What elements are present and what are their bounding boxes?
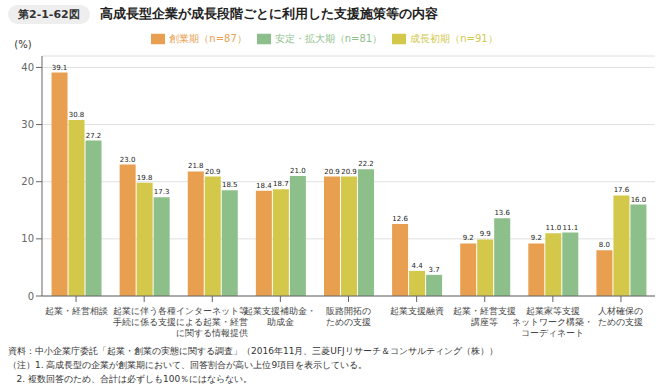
svg-text:起業・経営相談: 起業・経営相談 <box>45 306 108 316</box>
html-text:安定・拡大期（n=81）: 安定・拡大期（n=81） <box>274 33 383 44</box>
svg-text:8.0: 8.0 <box>599 241 610 249</box>
svg-text:20.9: 20.9 <box>205 168 221 176</box>
svg-text:起業・経営支援講座等: 起業・経営支援講座等 <box>453 306 516 327</box>
svg-text:9.2: 9.2 <box>531 234 542 242</box>
svg-text:起業に伴う各種手続に係る支援: 起業に伴う各種手続に係る支援 <box>113 306 176 327</box>
svg-text:17.3: 17.3 <box>154 188 170 196</box>
svg-text:3.7: 3.7 <box>429 266 440 274</box>
svg-text:23.0: 23.0 <box>120 156 136 164</box>
svg-text:39.1: 39.1 <box>52 64 68 72</box>
svg-text:インターネット等による起業・経営に関する情報提供: インターネット等による起業・経営に関する情報提供 <box>176 306 248 338</box>
svg-text:30.8: 30.8 <box>69 111 85 119</box>
svg-text:起業支援補助金・助成金: 起業支援補助金・助成金 <box>244 306 316 327</box>
svg-text:11.0: 11.0 <box>546 224 562 232</box>
svg-text:18.5: 18.5 <box>222 181 238 189</box>
svg-text:9.9: 9.9 <box>480 230 491 238</box>
svg-text:(%): (%) <box>14 39 31 50</box>
svg-text:10: 10 <box>21 233 34 244</box>
svg-text:18.7: 18.7 <box>273 180 289 188</box>
svg-text:22.2: 22.2 <box>358 160 374 168</box>
svg-text:20.9: 20.9 <box>324 168 340 176</box>
html-text:（注）1. 高成長型の企業が創業期において、回答割合が高い上: （注）1. 高成長型の企業が創業期において、回答割合が高い上位9項目を表示してい… <box>8 360 368 370</box>
svg-text:12.6: 12.6 <box>392 215 408 223</box>
html-text:高成長型企業が成長段階ごとに利用した支援施策等の内容: 高成長型企業が成長段階ごとに利用した支援施策等の内容 <box>99 6 438 21</box>
svg-text:18.4: 18.4 <box>256 182 272 190</box>
svg-text:21.8: 21.8 <box>188 162 204 170</box>
svg-text:17.6: 17.6 <box>614 186 630 194</box>
svg-text:起業支援融資: 起業支援融資 <box>390 306 444 316</box>
svg-text:販路開拓のための支援: 販路開拓のための支援 <box>326 306 371 327</box>
html-text:2. 複数回答のため、合計は必ずしも100％にはならない。: 2. 複数回答のため、合計は必ずしも100％にはならない。 <box>8 374 253 384</box>
svg-text:13.6: 13.6 <box>494 209 510 217</box>
svg-text:4.4: 4.4 <box>412 262 424 270</box>
html-text:成長初期（n=91）: 成長初期（n=91） <box>410 33 498 44</box>
svg-text:20: 20 <box>21 176 34 187</box>
svg-text:人材確保のための支援: 人材確保のための支援 <box>598 306 643 327</box>
svg-text:21.0: 21.0 <box>290 167 306 175</box>
svg-text:9.2: 9.2 <box>463 234 474 242</box>
html-text:第2-1-62図: 第2-1-62図 <box>18 7 80 21</box>
svg-text:0: 0 <box>28 291 34 302</box>
svg-text:起業家等支援ネットワーク構築・コーディネート: 起業家等支援ネットワーク構築・コーディネート <box>512 306 593 338</box>
html-text:創業期（n=87）: 創業期（n=87） <box>169 33 247 44</box>
svg-text:30: 30 <box>21 119 34 130</box>
html-text:資料：中小企業庁委託「起業・創業の実態に関する調査」（201: 資料：中小企業庁委託「起業・創業の実態に関する調査」（2016年11月、三菱UF… <box>8 346 498 356</box>
svg-text:19.8: 19.8 <box>137 174 153 182</box>
svg-text:11.1: 11.1 <box>563 224 579 232</box>
svg-text:40: 40 <box>21 62 34 73</box>
svg-text:20.9: 20.9 <box>341 168 357 176</box>
svg-text:27.2: 27.2 <box>86 132 102 140</box>
svg-text:16.0: 16.0 <box>631 196 647 204</box>
